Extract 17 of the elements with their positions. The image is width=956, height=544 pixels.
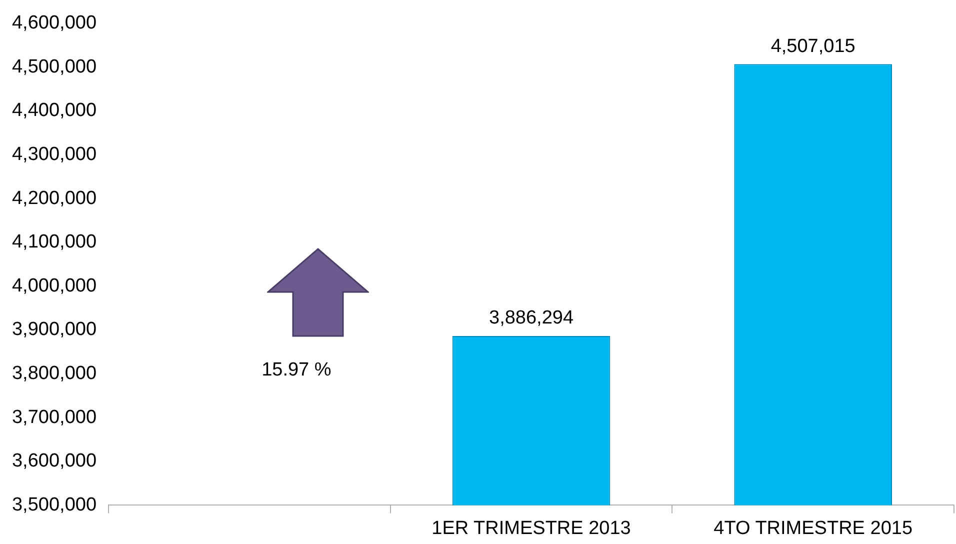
y-tick-label: 4,600,000 — [12, 12, 97, 34]
data-label: 4,507,015 — [770, 36, 856, 57]
y-tick-label: 4,400,000 — [12, 100, 97, 122]
y-tick-label: 3,800,000 — [12, 363, 97, 384]
y-tick-label: 4,500,000 — [12, 56, 97, 78]
y-tick-label: 4,000,000 — [12, 275, 97, 296]
x-tick-label: 4TO TRIMESTRE 2015 — [714, 518, 913, 539]
y-tick-label: 4,300,000 — [12, 144, 97, 166]
y-tick-label: 3,700,000 — [12, 406, 97, 428]
y-tick-label: 4,100,000 — [12, 232, 97, 253]
y-tick-label: 3,600,000 — [12, 450, 97, 472]
x-tick-label: 1ER TRIMESTRE 2013 — [432, 518, 631, 539]
y-tick-label: 4,200,000 — [12, 188, 97, 209]
annotation: 15.97 % — [262, 360, 332, 381]
data-label: 3,886,294 — [488, 308, 574, 329]
y-tick-label: 3,500,000 — [12, 494, 97, 516]
y-tick-label: 3,900,000 — [12, 319, 97, 340]
